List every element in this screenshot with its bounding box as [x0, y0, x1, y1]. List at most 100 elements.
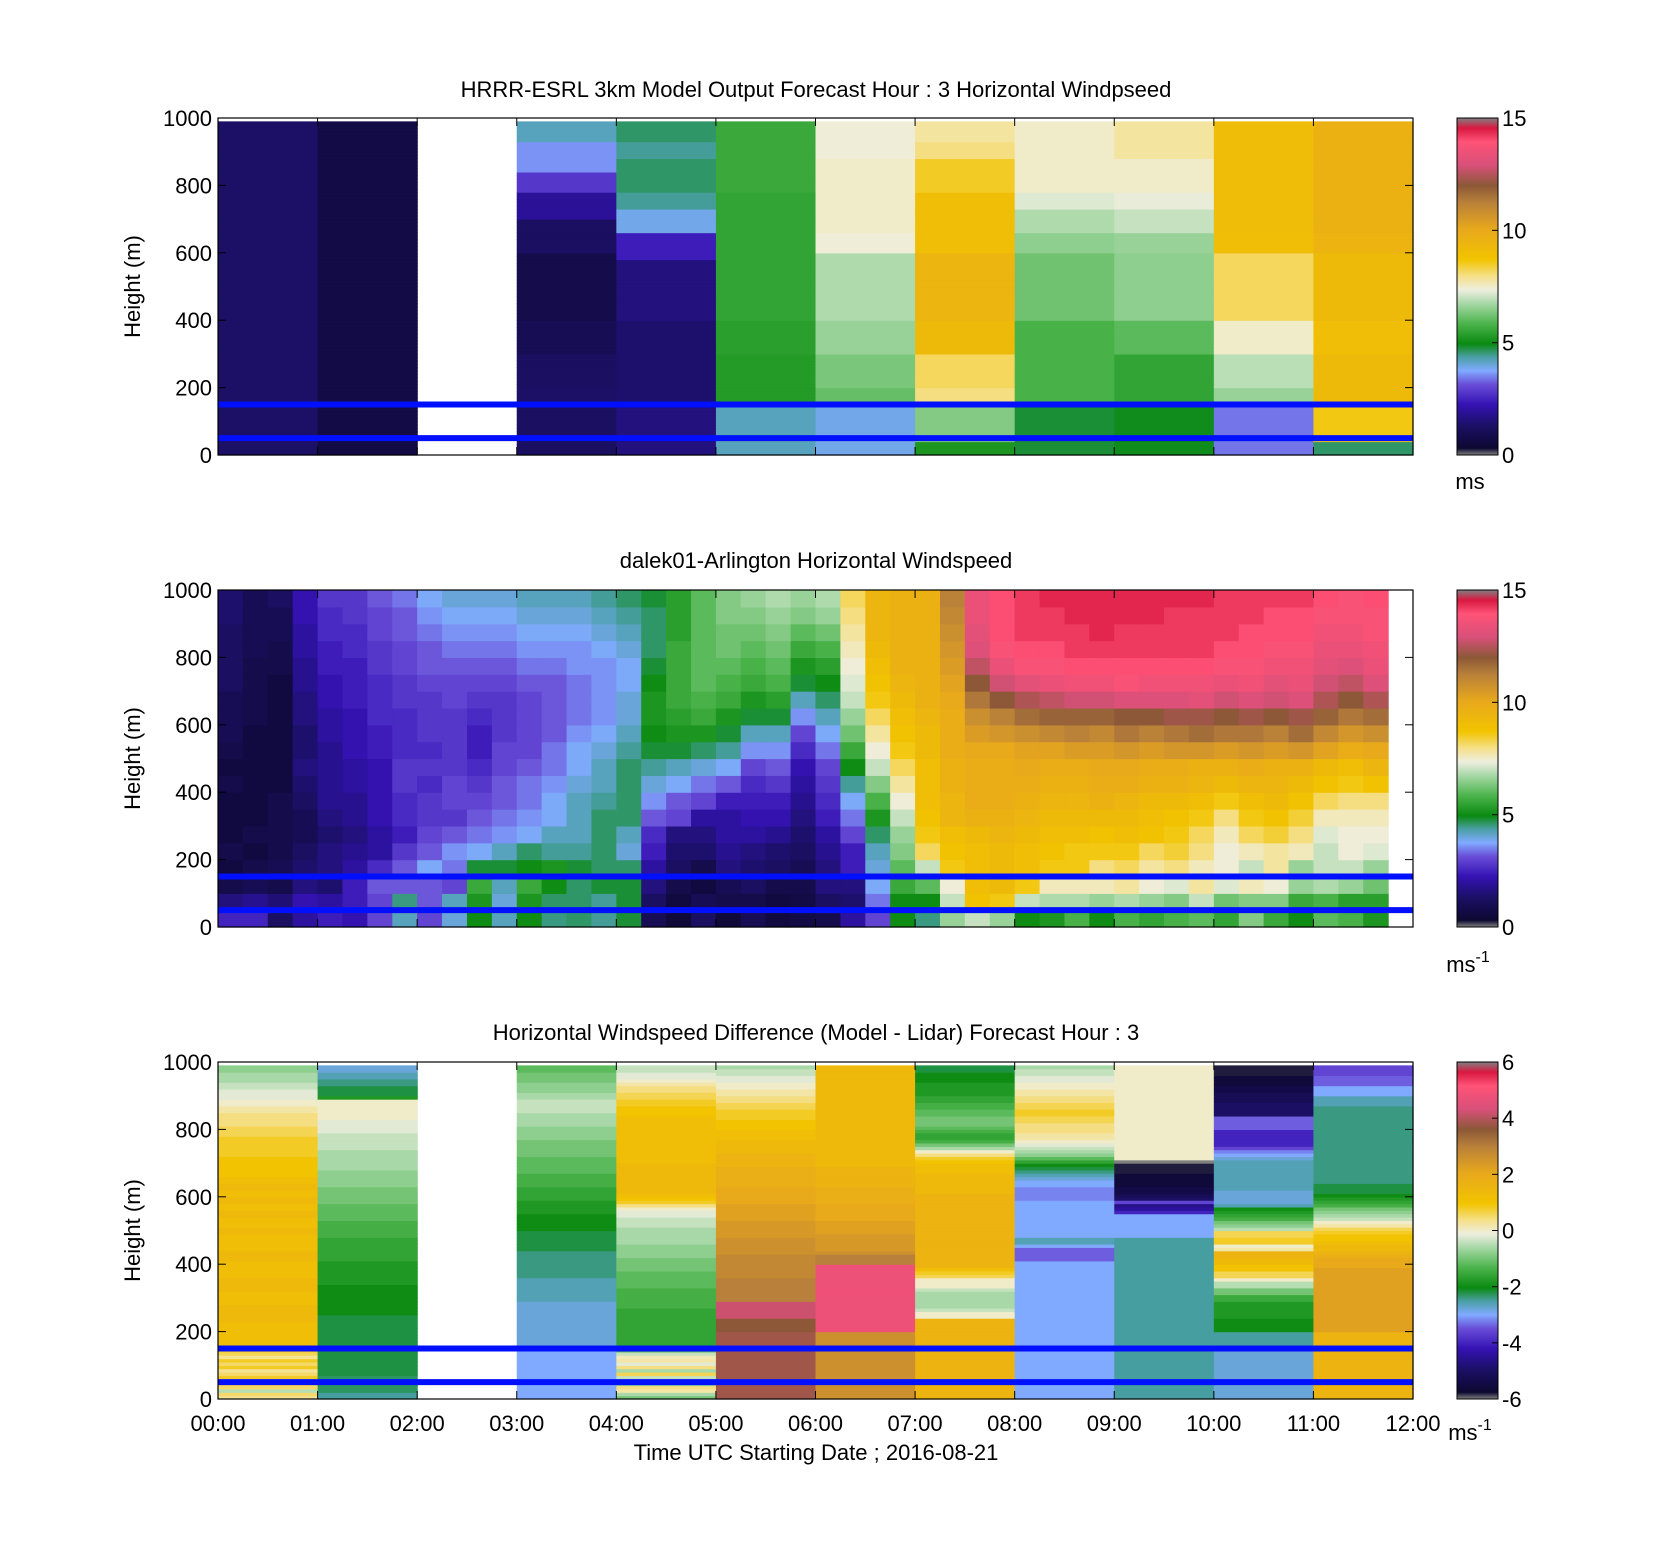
heatmap-cell	[1014, 414, 1115, 419]
heatmap-cell	[1213, 269, 1315, 274]
heatmap-cell	[815, 1149, 916, 1154]
heatmap-cell	[1114, 340, 1215, 345]
heatmap-cell	[218, 414, 319, 419]
heatmap-cell	[1188, 775, 1215, 793]
heatmap-cell	[1313, 1308, 1414, 1312]
heatmap-cell	[616, 1217, 717, 1221]
heatmap-cell	[1114, 144, 1215, 149]
heatmap-cell	[1114, 1088, 1215, 1093]
heatmap-cell	[1014, 1284, 1115, 1289]
heatmap-cell	[1014, 131, 1115, 136]
heatmap-cell	[1213, 337, 1315, 342]
heatmap-cell	[516, 1294, 617, 1299]
heatmap-cell	[1213, 1217, 1315, 1221]
heatmap-cell	[566, 809, 593, 827]
heatmap-cell	[616, 1183, 717, 1188]
heatmap-cell	[616, 1200, 717, 1205]
heatmap-cell	[715, 343, 817, 348]
heatmap-cell	[691, 741, 717, 760]
heatmap-cell	[442, 792, 468, 810]
heatmap-cell	[1213, 1142, 1315, 1147]
heatmap-cell	[715, 1314, 817, 1319]
heatmap-cell	[616, 451, 717, 456]
heatmap-cell	[865, 640, 891, 658]
heatmap-cell	[516, 1385, 617, 1390]
heatmap-cell	[616, 1193, 717, 1198]
heatmap-cell	[715, 1190, 817, 1195]
heatmap-cell	[1114, 1163, 1215, 1168]
heatmap-cell	[1288, 724, 1315, 743]
heatmap-cell	[939, 758, 966, 776]
heatmap-cell	[392, 691, 418, 709]
heatmap-cell	[218, 310, 319, 315]
heatmap-cell	[1114, 286, 1215, 291]
heatmap-cell	[516, 1213, 617, 1218]
heatmap-cell	[915, 249, 1016, 254]
heatmap-cell	[915, 384, 1016, 389]
heatmap-cell	[790, 640, 817, 658]
heatmap-cell	[715, 1146, 817, 1151]
heatmap-cell	[1164, 842, 1190, 861]
heatmap-cell	[715, 131, 817, 136]
heatmap-cell	[915, 195, 1016, 200]
heatmap-cell	[840, 792, 866, 810]
heatmap-cell	[516, 1173, 617, 1178]
heatmap-cell	[815, 1361, 916, 1366]
heatmap-cell	[715, 384, 817, 389]
heatmap-cell	[317, 235, 418, 240]
heatmap-cell	[939, 623, 966, 642]
heatmap-cell	[815, 225, 916, 230]
heatmap-cell	[317, 1203, 418, 1208]
heatmap-cell	[1014, 1203, 1115, 1208]
y-tick-label: 200	[175, 1320, 212, 1345]
heatmap-cell	[292, 606, 319, 625]
heatmap-cell	[1014, 279, 1115, 284]
heatmap-cell	[218, 178, 319, 183]
heatmap-cell	[815, 141, 916, 146]
heatmap-cell	[815, 414, 916, 419]
heatmap-cell	[1313, 842, 1339, 861]
heatmap-cell	[815, 239, 916, 244]
heatmap-cell	[317, 1334, 418, 1339]
heatmap-cell	[218, 1264, 319, 1269]
heatmap-cell	[218, 1092, 319, 1097]
heatmap-cell	[890, 893, 916, 911]
heatmap-cell	[715, 1183, 817, 1188]
heatmap-cell	[915, 1065, 1016, 1070]
heatmap-cell	[964, 842, 991, 861]
heatmap-cell	[1213, 792, 1240, 810]
heatmap-cell	[516, 374, 617, 379]
heatmap-cell	[616, 155, 717, 160]
heatmap-cell	[1238, 606, 1265, 625]
heatmap-cell	[367, 707, 393, 726]
heatmap-cell	[616, 1237, 717, 1242]
heatmap-cell	[616, 269, 717, 274]
heatmap-cell	[417, 623, 443, 642]
heatmap-cell	[815, 1328, 916, 1333]
heatmap-cell	[218, 1075, 319, 1080]
heatmap-cell	[616, 606, 642, 625]
heatmap-cell	[1014, 225, 1115, 230]
heatmap-cell	[1313, 1068, 1414, 1073]
heatmap-cell	[616, 252, 717, 257]
heatmap-cell	[1039, 893, 1066, 911]
heatmap-cell	[218, 417, 319, 422]
heatmap-cell	[964, 809, 991, 827]
heatmap-cell	[516, 364, 617, 368]
heatmap-cell	[964, 724, 991, 743]
heatmap-cell	[1014, 134, 1115, 139]
heatmap-cell	[1313, 1119, 1414, 1124]
heatmap-cell	[815, 313, 916, 318]
heatmap-cell	[516, 175, 617, 180]
heatmap-cell	[1213, 350, 1315, 355]
heatmap-cell	[342, 910, 368, 928]
heatmap-cell	[691, 657, 717, 675]
heatmap-cell	[317, 657, 344, 675]
heatmap-cell	[218, 239, 319, 244]
heatmap-cell	[1313, 1210, 1414, 1215]
heatmap-cell	[242, 590, 269, 608]
heatmap-cell	[616, 1388, 717, 1393]
heatmap-cell	[915, 380, 1016, 385]
heatmap-cell	[516, 1274, 617, 1279]
heatmap-cell	[715, 1126, 817, 1130]
